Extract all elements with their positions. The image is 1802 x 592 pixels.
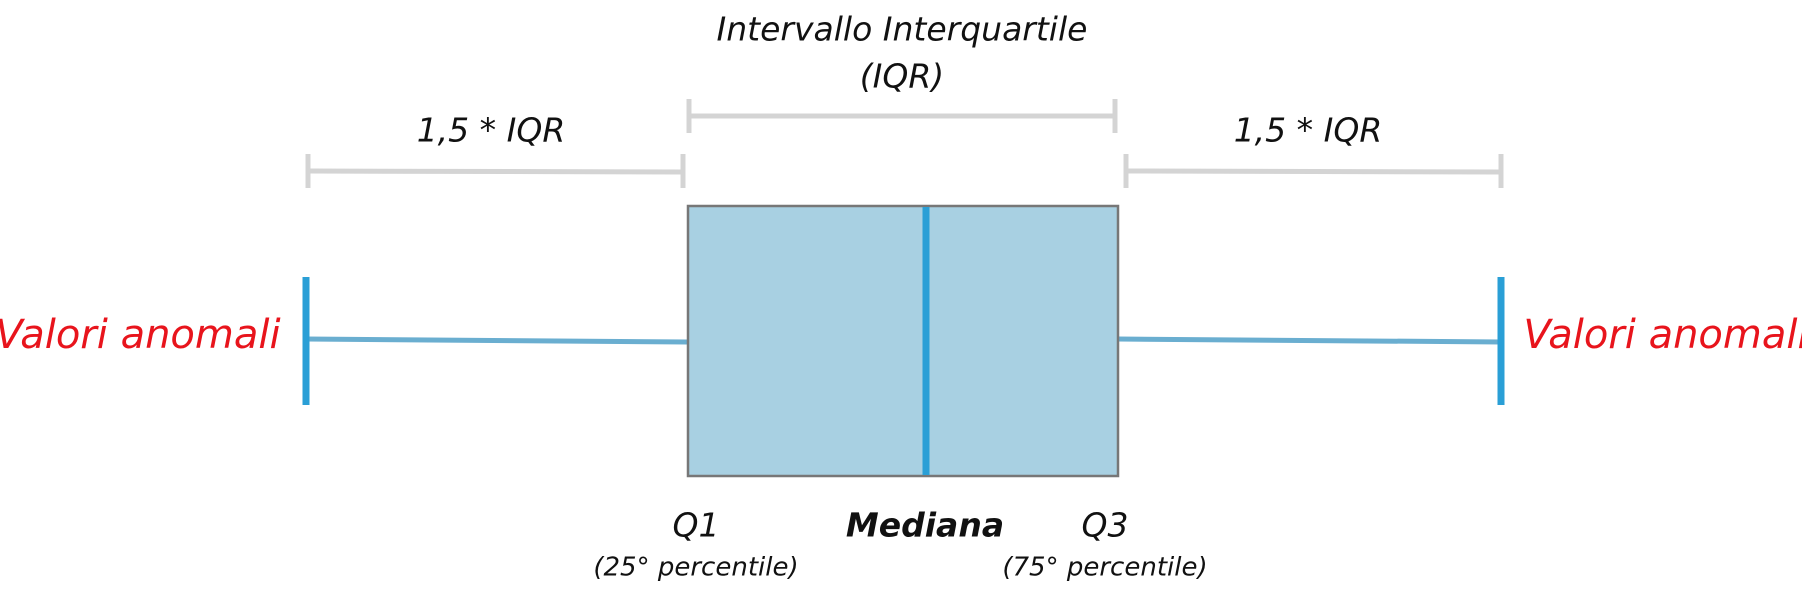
q3-note: (75° percentile) xyxy=(1002,553,1207,583)
iqr-title-abbr: (IQR) xyxy=(860,57,944,96)
right-bracket-label: 1,5 * IQR xyxy=(1234,111,1383,150)
q3-label: Q3 xyxy=(1082,506,1129,545)
iqr-box xyxy=(686,204,1120,478)
outliers-left: Valori anomali xyxy=(0,312,281,358)
left-bracket xyxy=(305,154,686,188)
iqr-bracket xyxy=(686,99,1118,133)
outliers-right: Valori anomali xyxy=(1523,312,1802,358)
q1-label: Q1 xyxy=(673,506,720,545)
left-whisker xyxy=(305,336,688,345)
right-whisker xyxy=(1117,336,1502,345)
left-bracket-label: 1,5 * IQR xyxy=(417,111,566,150)
q1-note: (25° percentile) xyxy=(593,553,798,583)
median-label: Mediana xyxy=(846,506,1004,545)
right-bracket xyxy=(1123,154,1504,188)
iqr-title: Intervallo Interquartile xyxy=(717,10,1088,49)
